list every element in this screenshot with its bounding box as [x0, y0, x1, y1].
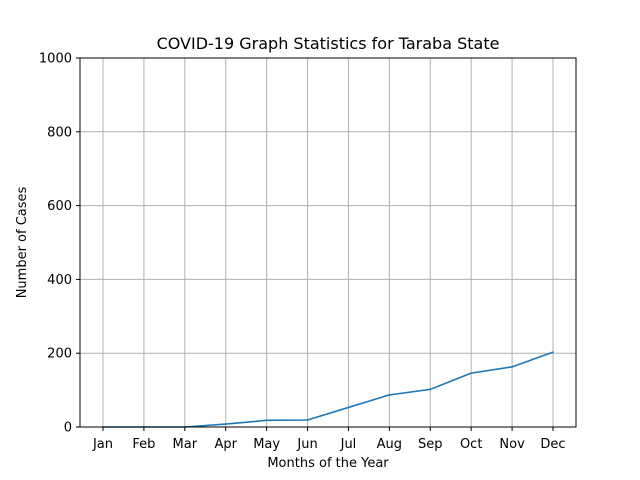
data-point — [265, 419, 268, 422]
y-tick-label: 200 — [47, 347, 72, 362]
data-point — [552, 351, 554, 353]
y-axis-label: Number of Cases — [15, 186, 30, 298]
y-tick-label: 600 — [47, 199, 72, 214]
data-point — [306, 419, 309, 421]
x-tick-label: Sep — [418, 437, 443, 452]
x-tick-label: Jan — [92, 437, 113, 452]
y-tick-label: 800 — [47, 125, 72, 140]
x-tick-label: May — [253, 437, 280, 452]
x-tick-label: Jul — [340, 437, 357, 452]
chart-title: COVID-19 Graph Statistics for Taraba Sta… — [157, 34, 500, 53]
ticks: Jan Feb Mar Apr May Jun Jul Aug Sep Oct Nov Dec 0 200… — [39, 52, 566, 453]
y-tick-label: 400 — [47, 273, 72, 288]
data-point — [388, 394, 391, 396]
plot-area-frame — [79, 57, 577, 428]
x-tick-label: Jun — [296, 437, 317, 452]
x-tick-label: Nov — [499, 437, 525, 452]
x-tick-label: Aug — [377, 437, 402, 452]
x-tick-label: Dec — [540, 437, 565, 452]
y-tick-label: 0 — [64, 421, 72, 436]
x-tick-label: Apr — [214, 437, 237, 452]
data-point — [511, 366, 513, 368]
x-axis-label: Months of the Year — [267, 456, 389, 471]
x-tick-label: Feb — [132, 437, 155, 452]
data-point — [224, 423, 227, 425]
data-point — [429, 388, 432, 391]
x-tick-label: Oct — [460, 437, 482, 452]
x-tick-label: Mar — [173, 437, 198, 452]
y-tick-label: 1000 — [39, 52, 72, 67]
data-point — [347, 406, 350, 409]
data-point — [470, 372, 472, 374]
